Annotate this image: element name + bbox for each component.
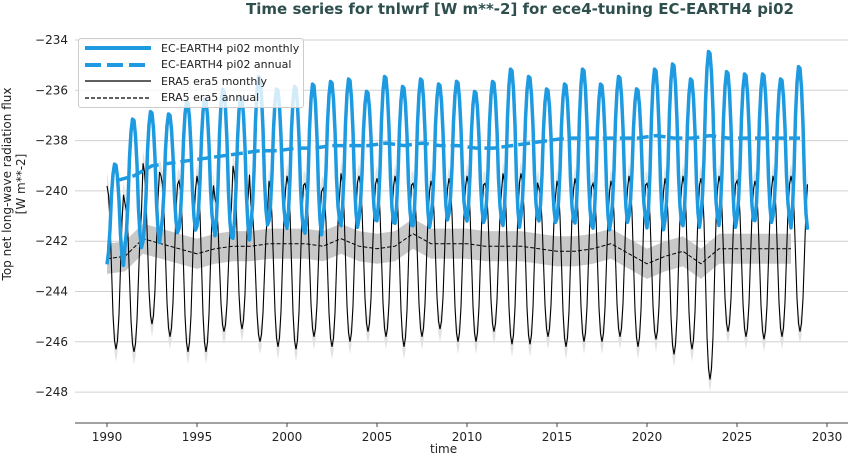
legend-swatch <box>85 46 151 51</box>
y-tick-label: −236 <box>35 83 68 97</box>
x-tick-label: 2020 <box>632 430 663 444</box>
legend-label: EC-EARTH4 pi02 monthly <box>161 41 300 55</box>
legend-item: ERA5 era5 annual <box>83 90 299 107</box>
x-tick-label: 2030 <box>812 430 843 444</box>
legend: EC-EARTH4 pi02 monthly EC-EARTH4 pi02 an… <box>78 38 305 108</box>
ecearth-annual-line <box>115 133 800 183</box>
legend-item: EC-EARTH4 pi02 monthly <box>83 40 299 57</box>
x-tick-label: 1990 <box>92 430 123 444</box>
x-tick-label: 1995 <box>182 430 213 444</box>
x-tick-label: 2025 <box>722 430 753 444</box>
y-tick-label: −248 <box>35 385 68 399</box>
y-tick-label: −242 <box>35 234 68 248</box>
y-tick-label: −244 <box>35 285 68 299</box>
x-tick-label: 2000 <box>272 430 303 444</box>
x-tick-label: 2015 <box>542 430 573 444</box>
legend-item: EC-EARTH4 pi02 annual <box>83 57 299 74</box>
y-tick-label: −240 <box>35 184 68 198</box>
y-tick-label: −234 <box>35 33 68 47</box>
legend-item: ERA5 era5 monthly <box>83 73 299 90</box>
y-tick-label: −246 <box>35 335 68 349</box>
legend-swatch <box>85 62 151 67</box>
x-tick-label: 2005 <box>362 430 393 444</box>
legend-label: ERA5 era5 annual <box>161 91 260 105</box>
y-tick-label: −238 <box>35 134 68 148</box>
x-tick-label: 2010 <box>452 430 483 444</box>
legend-swatch <box>85 97 151 99</box>
x-axis-label: time <box>430 442 458 456</box>
era5-monthly-line <box>106 163 809 380</box>
era5-annual-line <box>106 233 791 265</box>
legend-label: EC-EARTH4 pi02 annual <box>161 58 292 72</box>
era5-monthly-spread-band <box>107 150 808 393</box>
era5-annual-spread-band <box>107 218 791 279</box>
legend-label: ERA5 era5 monthly <box>161 74 267 88</box>
chart-title: Time series for tnlwrf [W m**-2] for ece… <box>246 0 794 18</box>
legend-swatch <box>85 80 151 82</box>
